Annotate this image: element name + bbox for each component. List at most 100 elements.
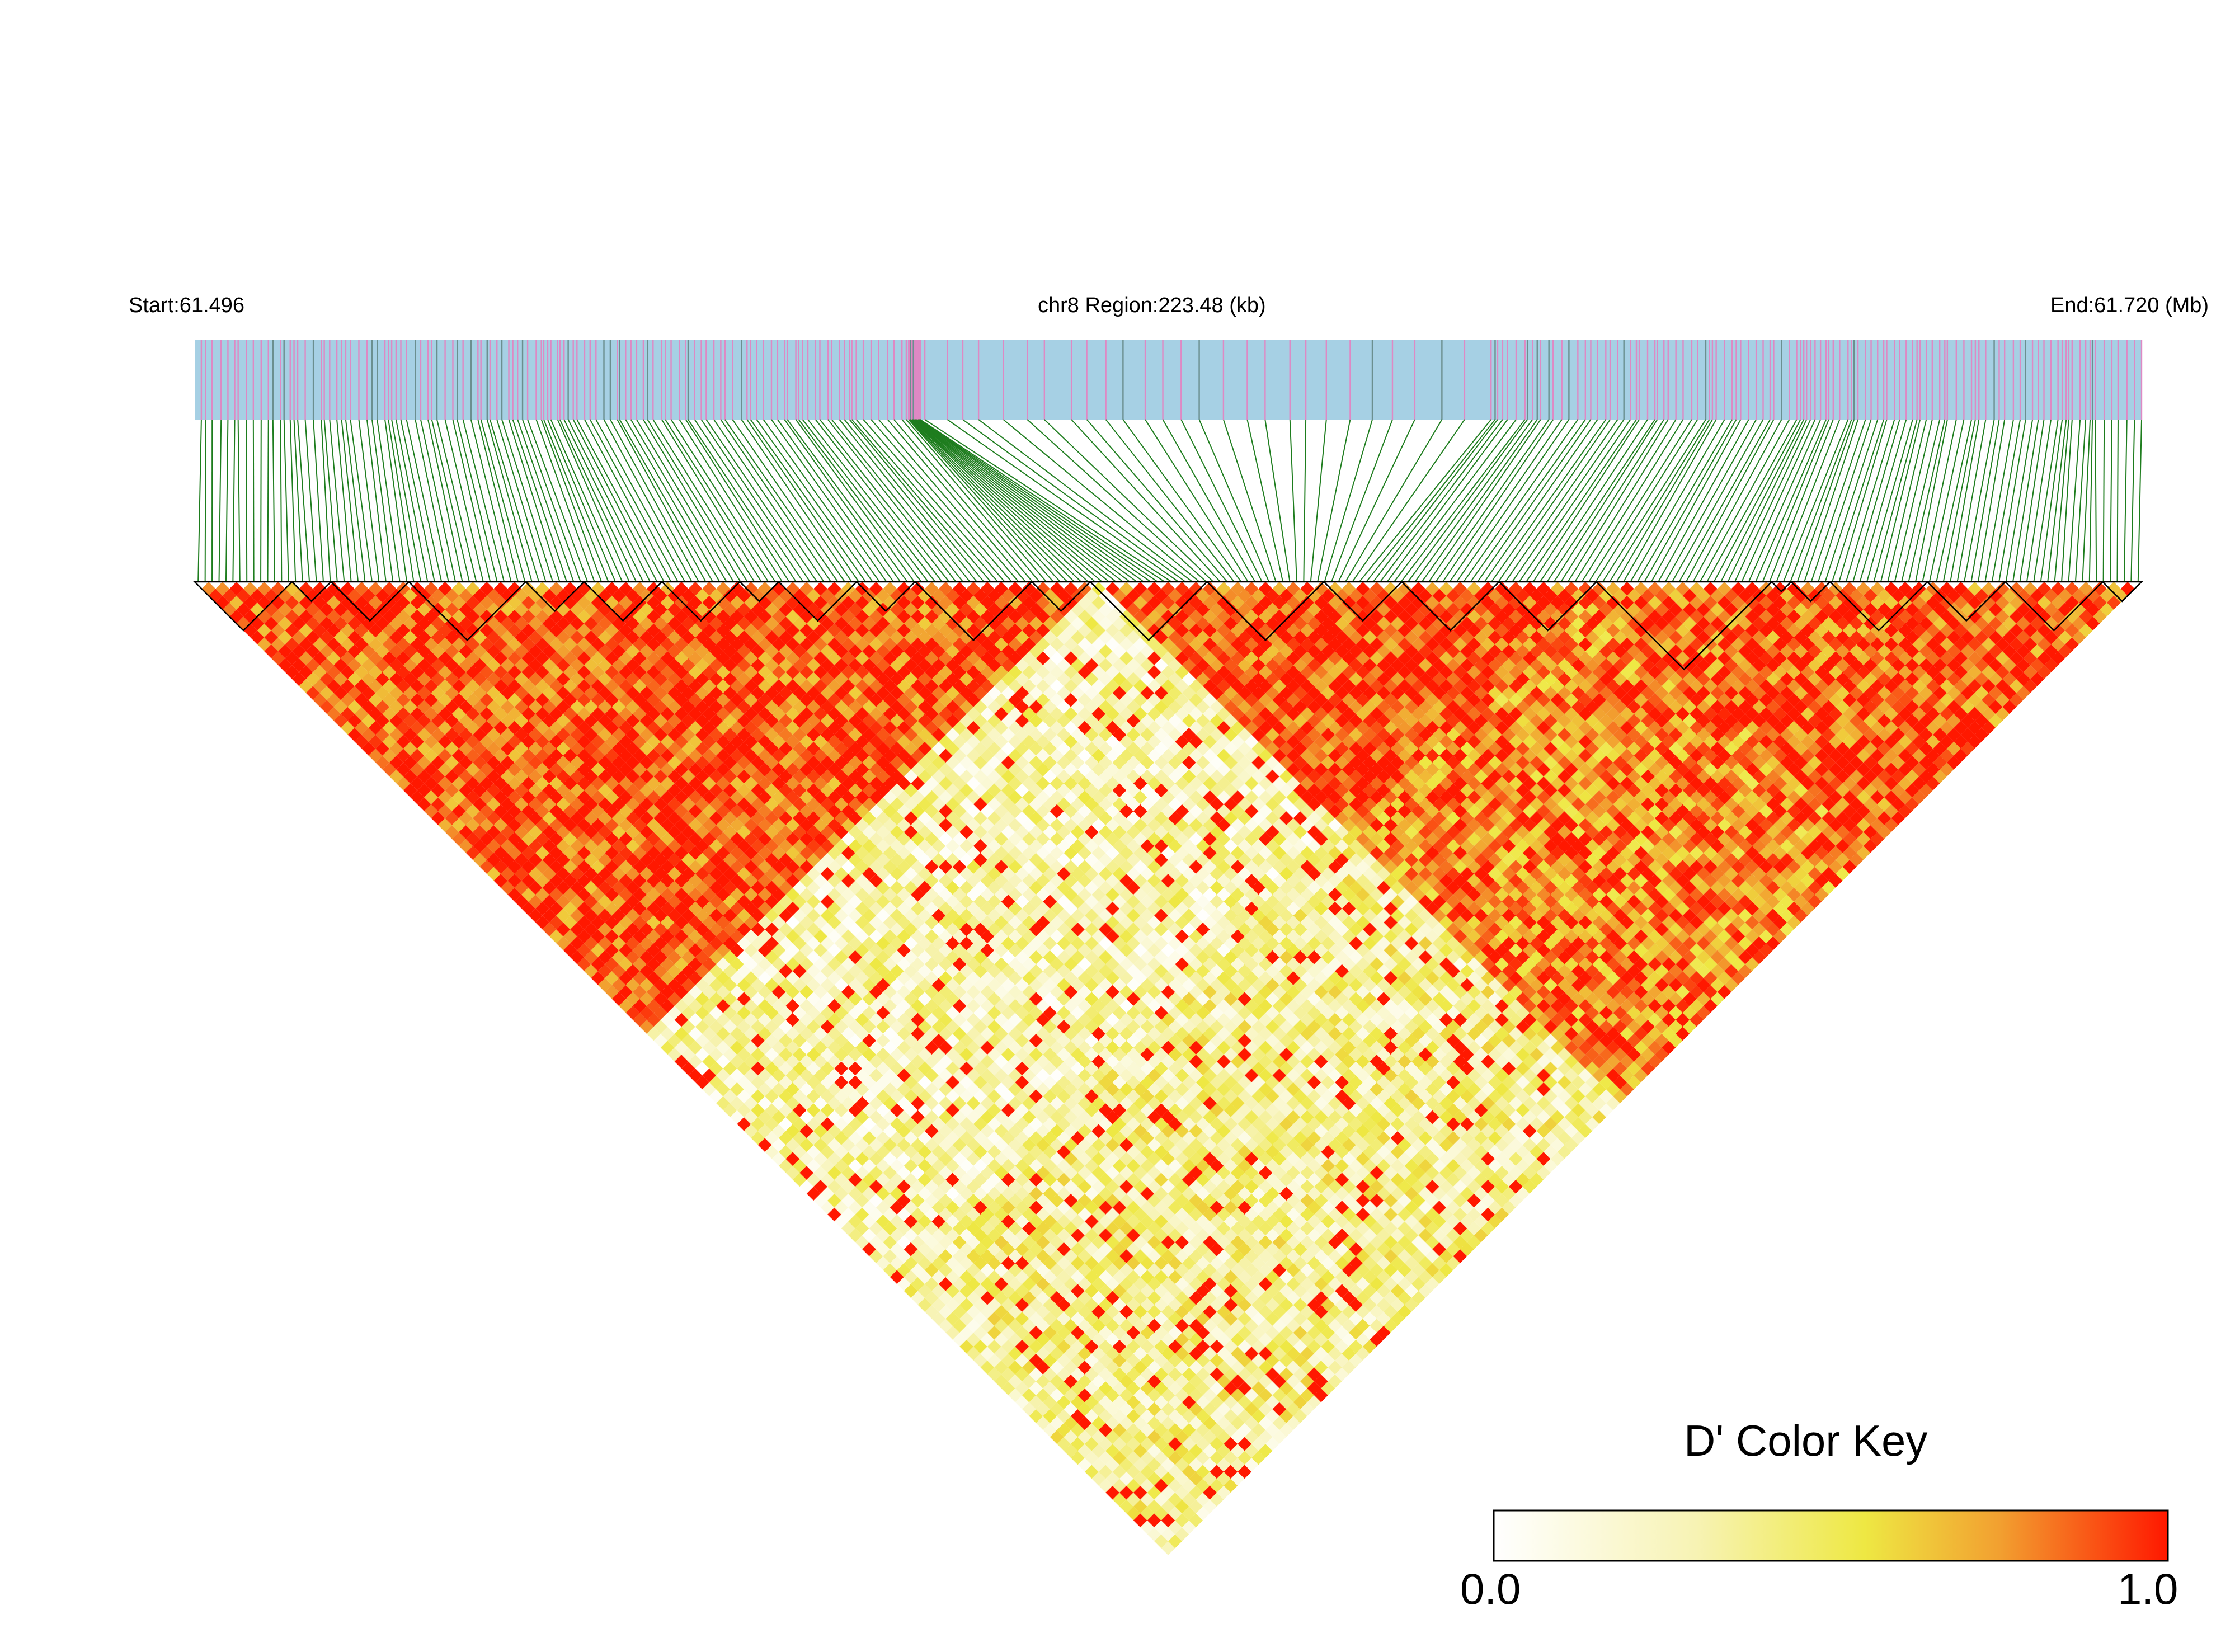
- ld-cell: [959, 1284, 973, 1298]
- ld-cell: [925, 1138, 939, 1152]
- snp-connector: [688, 419, 797, 582]
- ld-cell: [799, 1110, 814, 1124]
- ld-cell: [911, 1263, 925, 1277]
- ld-cell: [1175, 1458, 1189, 1472]
- ld-cell: [333, 672, 348, 686]
- ld-cell: [674, 999, 689, 1013]
- snp-connector: [1145, 419, 1249, 582]
- snp-connector: [341, 419, 359, 582]
- snp-connector: [1658, 419, 1749, 582]
- ld-cell: [834, 1145, 849, 1159]
- ld-cell: [1133, 1388, 1147, 1402]
- ld-cell: [1189, 1471, 1203, 1486]
- ld-cell: [667, 1006, 681, 1020]
- ld-cell: [619, 874, 633, 888]
- snp-connector: [705, 419, 818, 582]
- ld-cell: [341, 693, 355, 707]
- ld-cell: [876, 1201, 890, 1215]
- snp-connector: [1755, 419, 1827, 582]
- ld-cell: [341, 582, 355, 596]
- ld-cell: [1077, 1374, 1092, 1389]
- ld-cell: [911, 1235, 925, 1250]
- ld-cell: [709, 1075, 723, 1090]
- ld-cell: [980, 1277, 995, 1291]
- snp-connector: [1491, 419, 1607, 582]
- ld-cell: [1050, 1277, 1064, 1291]
- ld-cell: [1119, 1430, 1133, 1444]
- ld-cell: [285, 637, 299, 652]
- ld-cell: [563, 929, 577, 944]
- ld-cell: [570, 895, 584, 909]
- ld-cell: [292, 603, 306, 617]
- ld-cell: [639, 992, 654, 1006]
- ld-cell: [341, 623, 355, 638]
- ld-cell: [716, 1069, 730, 1082]
- ld-cell: [1168, 1451, 1182, 1465]
- ld-cell: [1064, 1305, 1078, 1319]
- ld-cell: [451, 665, 466, 679]
- ld-cell: [757, 1110, 772, 1124]
- snp-connector: [2082, 419, 2091, 582]
- ld-cell: [855, 1221, 869, 1236]
- snp-connector: [1964, 419, 1995, 582]
- ld-cell: [1022, 1249, 1036, 1263]
- ld-cell: [709, 950, 723, 964]
- snp-connector: [2026, 419, 2052, 582]
- snp-connector: [1727, 419, 1808, 582]
- snp-connector: [388, 419, 415, 582]
- ld-cell: [1077, 1305, 1092, 1319]
- ld-heatmap-cells: [201, 582, 2135, 1555]
- ld-cell: [973, 1312, 987, 1326]
- ld-cell: [660, 1027, 675, 1041]
- snp-connector: [462, 419, 505, 582]
- snp-connector: [2110, 419, 2112, 582]
- ld-cell: [500, 811, 515, 825]
- ld-cell: [556, 867, 571, 881]
- ld-cell: [952, 1291, 967, 1305]
- ld-cell: [1119, 1361, 1133, 1375]
- ld-cell: [855, 1110, 869, 1124]
- ld-cell: [584, 825, 598, 839]
- snp-connector: [1222, 419, 1277, 582]
- ld-cell: [528, 909, 543, 923]
- snp-connector: [477, 419, 519, 582]
- ld-cell: [911, 1249, 925, 1263]
- ld-cell: [897, 1277, 911, 1291]
- ld-cell: [327, 665, 341, 679]
- ld-cell: [500, 769, 515, 784]
- ld-cell: [410, 623, 425, 638]
- ld-cell: [528, 853, 543, 867]
- ld-cell: [549, 901, 563, 916]
- ld-cell: [848, 1089, 863, 1104]
- ld-cell: [619, 860, 633, 874]
- ld-cell: [1064, 1277, 1078, 1291]
- ld-cell: [354, 721, 369, 735]
- ld-cell: [313, 637, 327, 652]
- ld-cell: [591, 929, 605, 944]
- snp-connector: [1588, 419, 1692, 582]
- ld-cell: [236, 603, 251, 617]
- ld-cell: [723, 1075, 737, 1090]
- ld-cell: [563, 776, 577, 790]
- ld-cell: [417, 783, 431, 798]
- ld-cell: [1029, 1367, 1043, 1382]
- snp-connector: [750, 419, 867, 582]
- ld-cell: [487, 825, 501, 839]
- ld-cell: [445, 728, 459, 742]
- ld-cell: [785, 1166, 800, 1180]
- snp-connector: [1352, 419, 1465, 582]
- ld-cell: [848, 1131, 863, 1145]
- ld-cell: [597, 881, 612, 895]
- ld-cell: [333, 714, 348, 728]
- ld-cell: [514, 797, 529, 812]
- ld-cell: [646, 971, 661, 985]
- ld-cell: [737, 1061, 751, 1076]
- ld-cell: [799, 1027, 814, 1041]
- ld-cell: [1154, 1534, 1168, 1549]
- ld-cell: [403, 672, 417, 686]
- ld-cell: [1175, 1485, 1189, 1500]
- snp-connector: [1477, 419, 1592, 582]
- ld-cell: [361, 672, 376, 686]
- ld-cell: [813, 1069, 827, 1082]
- ld-cell: [827, 1152, 841, 1166]
